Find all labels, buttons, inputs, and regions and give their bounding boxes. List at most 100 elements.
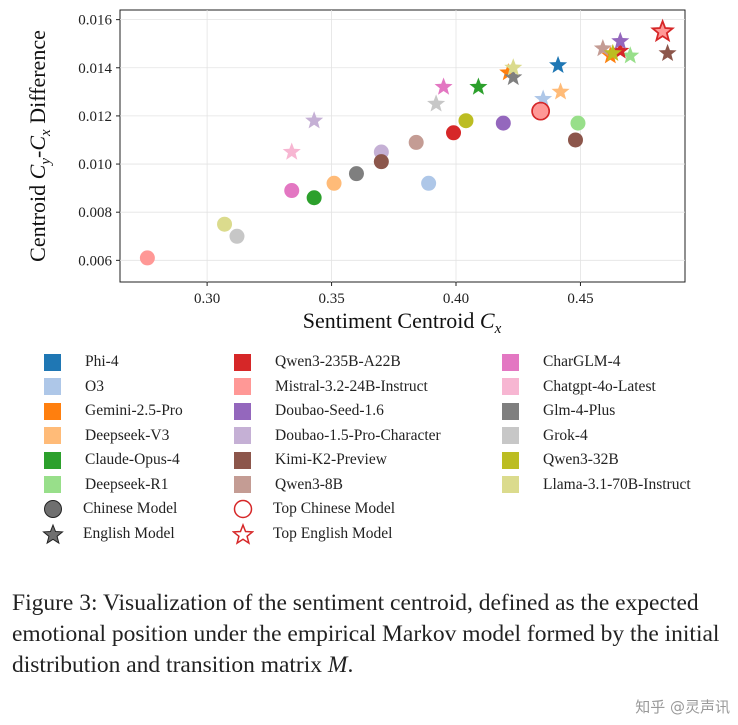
legend-label: Deepseek-V3 (85, 426, 170, 444)
data-point-circle (217, 216, 233, 232)
legend-label: Qwen3-32B (543, 451, 619, 468)
legend-label: Phi-4 (85, 353, 119, 370)
legend-item: Doubao-1.5-Pro-Character (234, 425, 441, 447)
legend-swatch (502, 353, 519, 371)
legend-swatch (234, 378, 251, 395)
legend-label: Qwen3-235B-A22B (275, 353, 401, 370)
legend-item: English Model (42, 523, 175, 545)
data-point-circle (408, 134, 424, 150)
data-point-star (653, 22, 672, 40)
legend-label: Chinese Model (83, 500, 178, 517)
legend-item: Top Chinese Model (232, 498, 395, 520)
legend-label: English Model (83, 524, 175, 542)
legend-item: Qwen3-235B-A22B (234, 351, 401, 373)
legend-swatch (502, 427, 519, 444)
data-point-circle (533, 103, 549, 119)
caption-math: M (327, 652, 348, 678)
legend-item: Top English Model (232, 522, 392, 545)
y-tick-label: 0.006 (78, 253, 112, 269)
legend-label: Glm-4-Plus (543, 402, 616, 419)
legend-swatch (44, 378, 61, 395)
data-point-star (611, 31, 630, 49)
caption-text: Figure 3: Visualization of the sentiment… (12, 590, 720, 678)
data-point-circle (373, 154, 389, 170)
legend-item: Deepseek-R1 (44, 474, 169, 496)
figure-caption: Figure 3: Visualization of the sentiment… (12, 588, 732, 681)
circle-icon (44, 500, 62, 518)
legend-label: Mistral-3.2-24B-Instruct (275, 377, 428, 395)
legend-swatch (44, 476, 61, 493)
star-icon (232, 522, 254, 545)
legend-swatch (44, 353, 61, 371)
legend-item: CharGLM-4 (502, 351, 621, 373)
data-point-star (549, 55, 568, 74)
y-tick-label: 0.014 (78, 61, 112, 77)
legend-item: Chinese Model (42, 498, 177, 520)
watermark: 知乎 @灵声讯 (635, 698, 730, 716)
caption-end: . (347, 652, 354, 678)
legend-label: Doubao-1.5-Pro-Character (275, 426, 441, 444)
data-point-star (621, 46, 640, 64)
x-tick-label: 0.40 (443, 291, 469, 307)
scatter-chart: 0.30 0.35 0.40 0.45 0.006 0.008 0.010 0.012 0.01… (25, 9, 686, 337)
x-tick-label: 0.30 (194, 291, 220, 307)
legend-item: Grok-4 (502, 425, 588, 447)
data-point-circle (348, 166, 364, 182)
legend-label: Kimi-K2-Preview (275, 451, 387, 468)
data-point-star (305, 111, 324, 129)
data-point-circle (446, 125, 462, 141)
legend-swatch (234, 427, 251, 444)
data-point-star (611, 41, 630, 59)
legend-swatch (44, 427, 61, 444)
legend-item: Mistral-3.2-24B-Instruct (234, 376, 428, 398)
top-english-model-marker (650, 18, 675, 43)
legend-label: Claude-Opus-4 (85, 451, 180, 468)
point-layer (139, 18, 677, 266)
legend-label: Doubao-Seed-1.6 (275, 402, 384, 419)
plot-area (119, 9, 686, 283)
legend-item: Deepseek-V3 (44, 425, 169, 447)
top-chinese-model-marker (531, 101, 551, 121)
legend-item: Qwen3-32B (502, 449, 619, 471)
data-point-circle (495, 115, 511, 131)
legend-label: Top Chinese Model (273, 500, 396, 517)
legend-swatch (234, 451, 251, 469)
legend-label: Chatgpt-4o-Latest (543, 377, 656, 395)
star-icon (42, 523, 64, 544)
data-point-star (593, 39, 612, 57)
legend-label: Deepseek-R1 (85, 475, 169, 493)
legend-label: CharGLM-4 (543, 353, 621, 370)
legend-item: Kimi-K2-Preview (234, 449, 387, 471)
data-point-star (504, 67, 523, 86)
y-tick-label: 0.012 (78, 109, 112, 125)
legend: Phi-4 O3 Gemini-2.5-Pro Deepseek-V3 Claude-O… (0, 345, 738, 555)
data-point-star (504, 58, 523, 76)
legend-swatch (502, 378, 519, 395)
data-point-star (282, 142, 301, 160)
circle-icon (233, 499, 253, 519)
data-point-circle (570, 115, 586, 131)
data-point-circle (326, 175, 342, 191)
legend-swatch (502, 476, 519, 493)
data-point-star (427, 94, 446, 112)
x-tick-label: 0.45 (567, 291, 593, 307)
data-point-circle (139, 250, 155, 266)
legend-item: Glm-4-Plus (502, 400, 615, 422)
grid-layer (120, 10, 685, 282)
legend-swatch (234, 353, 251, 371)
y-tick-label: 0.016 (78, 13, 112, 29)
legend-swatch (44, 451, 61, 469)
tick-layer: 0.30 0.35 0.40 0.45 0.006 0.008 0.010 0.012 0.01… (78, 13, 593, 307)
legend-label: Llama-3.1-70B-Instruct (543, 475, 691, 493)
data-point-star (551, 82, 570, 100)
data-point-circle (306, 190, 322, 206)
data-point-circle (284, 183, 300, 199)
data-point-star (658, 43, 677, 62)
legend-swatch (234, 402, 251, 420)
legend-item: Doubao-Seed-1.6 (234, 400, 384, 422)
data-point-circle (567, 132, 583, 148)
y-tick-label: 0.008 (78, 205, 112, 221)
x-tick-label: 0.35 (318, 291, 344, 307)
data-point-circle (458, 113, 474, 129)
data-point-circle (229, 228, 245, 244)
